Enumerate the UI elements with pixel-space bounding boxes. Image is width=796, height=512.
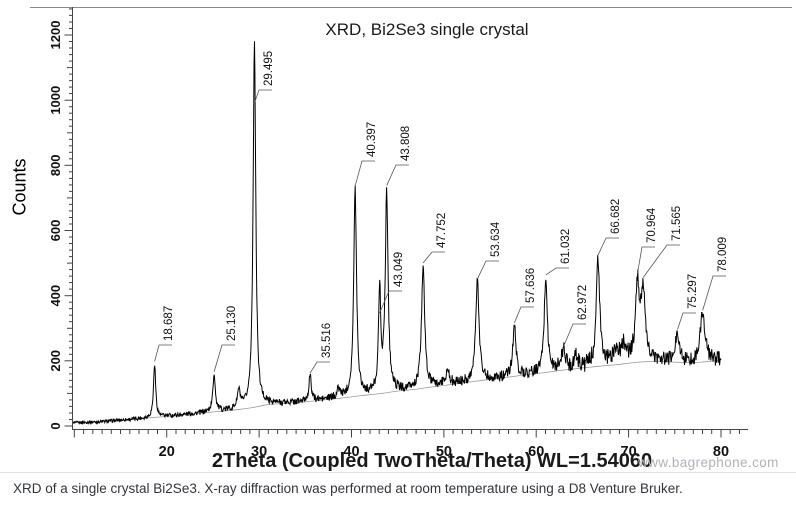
chart-title: XRD, Bi2Se3 single crystal [325,20,529,39]
peak-label: 35.516 [321,323,333,358]
y-tick-label: 1200 [48,21,63,50]
y-tick-label: 600 [48,220,63,242]
peak-label: 53.634 [490,221,502,257]
peak-leader-line [213,344,235,372]
x-tick-label: 60 [528,444,544,460]
x-tick-label: 40 [343,444,359,460]
peak-leader-line [154,344,172,362]
peak-label: 62.972 [577,285,589,320]
peak-leader-line [637,246,655,274]
peak-leader-line [254,89,272,104]
y-tick-label: 400 [48,285,63,307]
peak-leader-line [379,290,402,314]
caption-divider [0,472,796,473]
x-tick-label: 50 [436,444,452,460]
peak-label: 47.752 [436,213,448,248]
xrd-trace [72,41,722,426]
peak-label: 43.808 [400,126,412,161]
x-axis-title: 2Theta (Coupled TwoTheta/Theta) WL=1.540… [211,450,653,472]
x-tick-label: 70 [621,444,637,460]
x-tick-label: 30 [251,444,267,460]
y-tick-label: 1000 [48,86,63,115]
x-tick-label: 80 [713,444,729,460]
watermark-text: www.bagrephone.com [638,455,779,470]
peak-label: 78.009 [717,237,729,272]
peak-leader-line [309,361,330,374]
peak-leader-line [514,306,534,323]
background-fit-curve [73,359,721,424]
peak-leader-line [477,260,499,280]
peak-label: 40.397 [366,122,378,157]
peak-label: 25.130 [226,306,238,341]
peak-leader-line [563,323,586,347]
figure-caption: XRD of a single crystal Bi2Se3. X-ray di… [13,481,683,496]
peak-label: 66.682 [610,199,622,234]
peak-label: 71.565 [671,206,683,241]
peak-label: 18.687 [163,306,175,341]
peak-leader-line [677,312,696,330]
y-axis-title: Counts [9,158,30,216]
peak-label: 70.964 [646,207,658,243]
peak-label: 75.297 [687,274,699,309]
peak-leader-line [545,267,569,276]
xrd-chart: 0 200 400 600 800 1000 1200 20 30 40 50 60 70 80 18.68… [30,7,792,460]
peak-leader-line [702,275,726,311]
peak-leader-line [422,251,445,264]
peak-leader-line [597,237,619,256]
peak-leader-line [386,164,409,186]
x-tick-label: 20 [159,444,175,460]
peak-label: 61.032 [560,229,572,264]
y-tick-label: 0 [48,422,63,429]
peak-label: 57.636 [525,268,537,303]
y-tick-label: 800 [48,154,63,176]
peak-leader-line [642,244,680,278]
peak-leader-line [354,160,375,187]
y-tick-label: 200 [48,350,63,372]
peak-label: 43.049 [393,252,405,287]
peak-label: 29.495 [263,51,275,86]
